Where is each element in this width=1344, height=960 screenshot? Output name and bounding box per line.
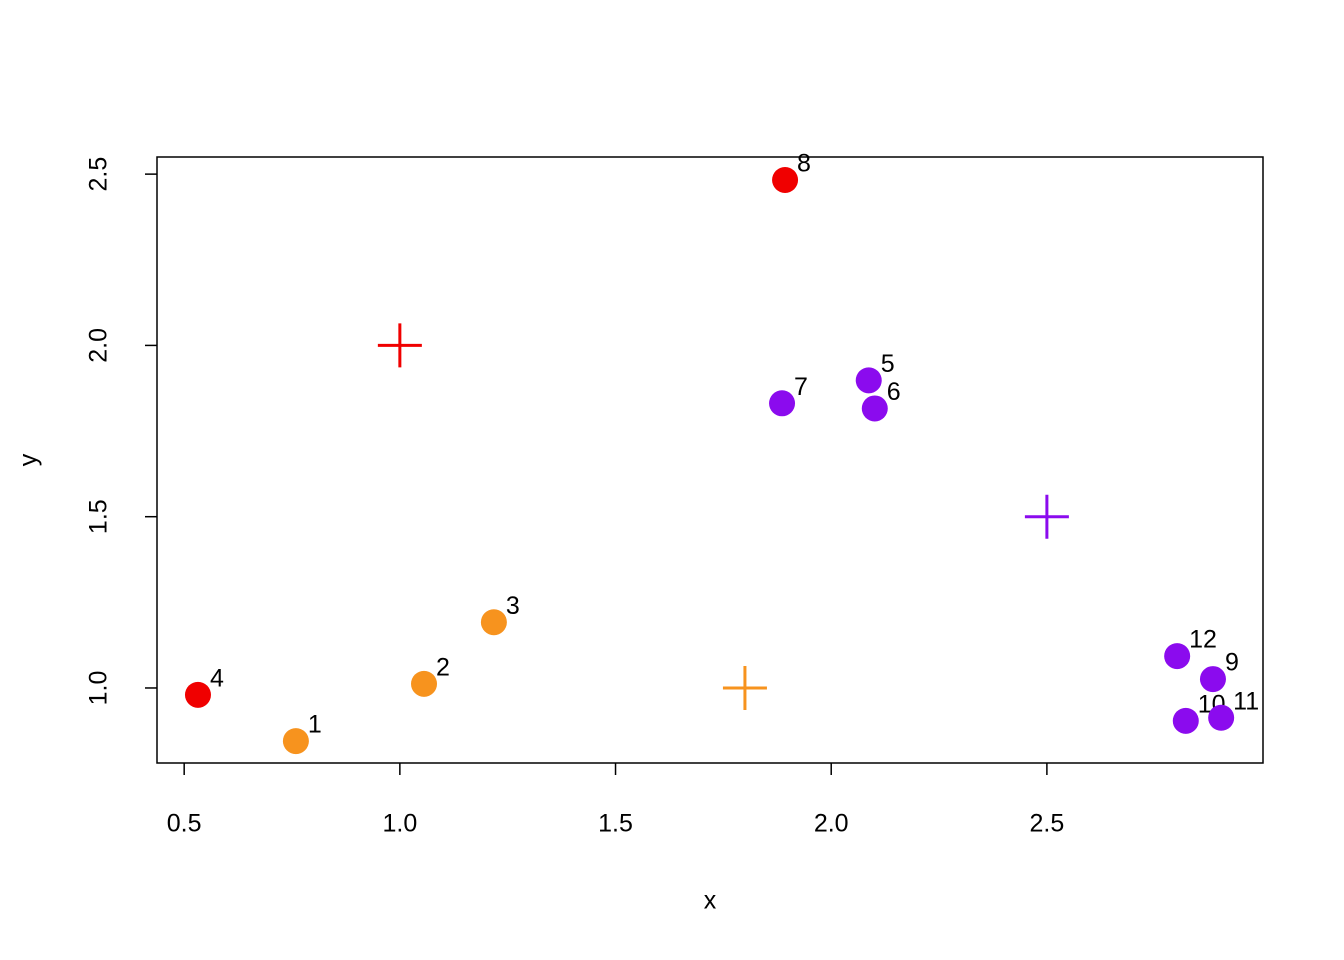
point-label: 4	[210, 664, 224, 692]
x-tick-label: 0.5	[167, 810, 202, 838]
center-cross	[377, 323, 422, 368]
point	[1199, 666, 1226, 693]
point	[855, 367, 882, 394]
y-tick-label: 2.5	[85, 157, 113, 192]
point	[411, 670, 438, 697]
point	[282, 728, 309, 755]
point-label: 7	[794, 373, 808, 401]
y-tick-label: 1.0	[85, 671, 113, 706]
point	[769, 390, 796, 417]
x-axis-label: x	[704, 887, 717, 915]
x-tick-label: 2.5	[1030, 810, 1065, 838]
x-tick-label: 1.5	[598, 810, 633, 838]
point	[1208, 704, 1235, 731]
plot-box	[156, 156, 1264, 764]
point-label: 12	[1189, 626, 1217, 654]
center-cross	[1024, 494, 1069, 539]
y-axis-label: y	[15, 453, 43, 466]
point-label: 2	[436, 653, 450, 681]
point-label: 1	[308, 711, 322, 739]
point	[1164, 643, 1191, 670]
point	[1172, 707, 1199, 734]
point-label: 3	[506, 592, 520, 620]
point	[184, 681, 211, 708]
y-tick-label: 1.5	[85, 499, 113, 534]
point-label: 9	[1225, 649, 1239, 677]
point-label: 11	[1233, 687, 1259, 715]
x-tick-label: 2.0	[814, 810, 849, 838]
y-tick-label: 2.0	[85, 328, 113, 363]
point-label: 8	[797, 150, 811, 178]
point	[861, 395, 888, 422]
point-label: 5	[881, 350, 895, 378]
center-cross	[722, 665, 767, 710]
point-label: 6	[887, 378, 901, 406]
point	[772, 166, 799, 193]
x-tick-label: 1.0	[382, 810, 417, 838]
point	[480, 609, 507, 636]
